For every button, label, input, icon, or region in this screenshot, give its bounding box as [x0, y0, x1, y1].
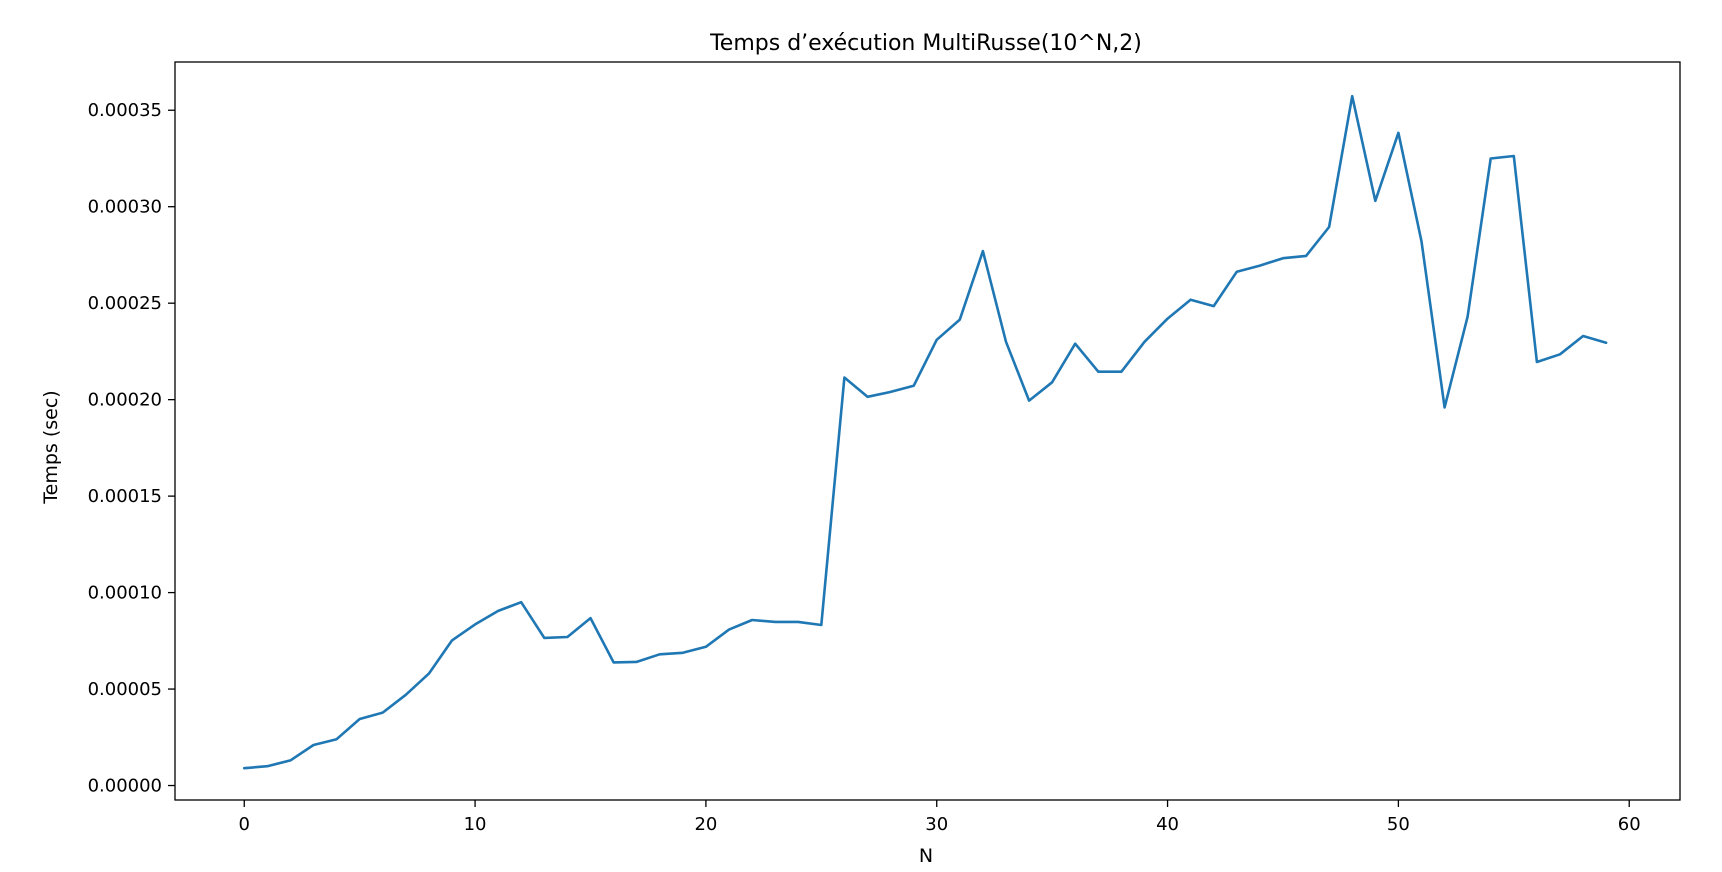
y-tick-label: 0.00005 [88, 679, 162, 700]
y-tick-label: 0.00035 [88, 100, 162, 121]
chart-title: Temps d’exécution MultiRusse(10^N,2) [709, 31, 1142, 56]
x-tick-label: 60 [1618, 814, 1641, 835]
x-tick-label: 10 [464, 814, 487, 835]
y-tick-label: 0.00025 [88, 293, 162, 314]
x-axis: 0 10 20 30 40 50 60 [239, 800, 1641, 835]
x-tick-label: 30 [925, 814, 948, 835]
y-tick-label: 0.00030 [88, 197, 162, 218]
x-axis-label: N [919, 845, 933, 867]
x-tick-label: 20 [694, 814, 717, 835]
plot-area-frame [174, 61, 1681, 801]
y-tick-label: 0.00000 [88, 776, 162, 797]
y-axis: 0.00000 0.00005 0.00010 0.00015 0.00020 0.000… [88, 100, 175, 797]
series-line [242, 94, 1608, 770]
y-tick-label: 0.00020 [88, 390, 162, 411]
x-tick-label: 50 [1387, 814, 1410, 835]
x-tick-label: 40 [1156, 814, 1179, 835]
y-tick-label: 0.00010 [88, 583, 162, 604]
y-axis-label: Temps (sec) [40, 390, 62, 504]
x-tick-label: 0 [239, 814, 250, 835]
y-tick-label: 0.00015 [88, 486, 162, 507]
